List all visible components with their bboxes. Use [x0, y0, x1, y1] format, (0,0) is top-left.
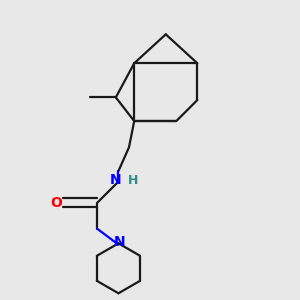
Text: H: H — [128, 174, 138, 187]
Text: O: O — [51, 196, 63, 210]
Text: N: N — [110, 173, 122, 187]
Text: N: N — [114, 235, 126, 249]
